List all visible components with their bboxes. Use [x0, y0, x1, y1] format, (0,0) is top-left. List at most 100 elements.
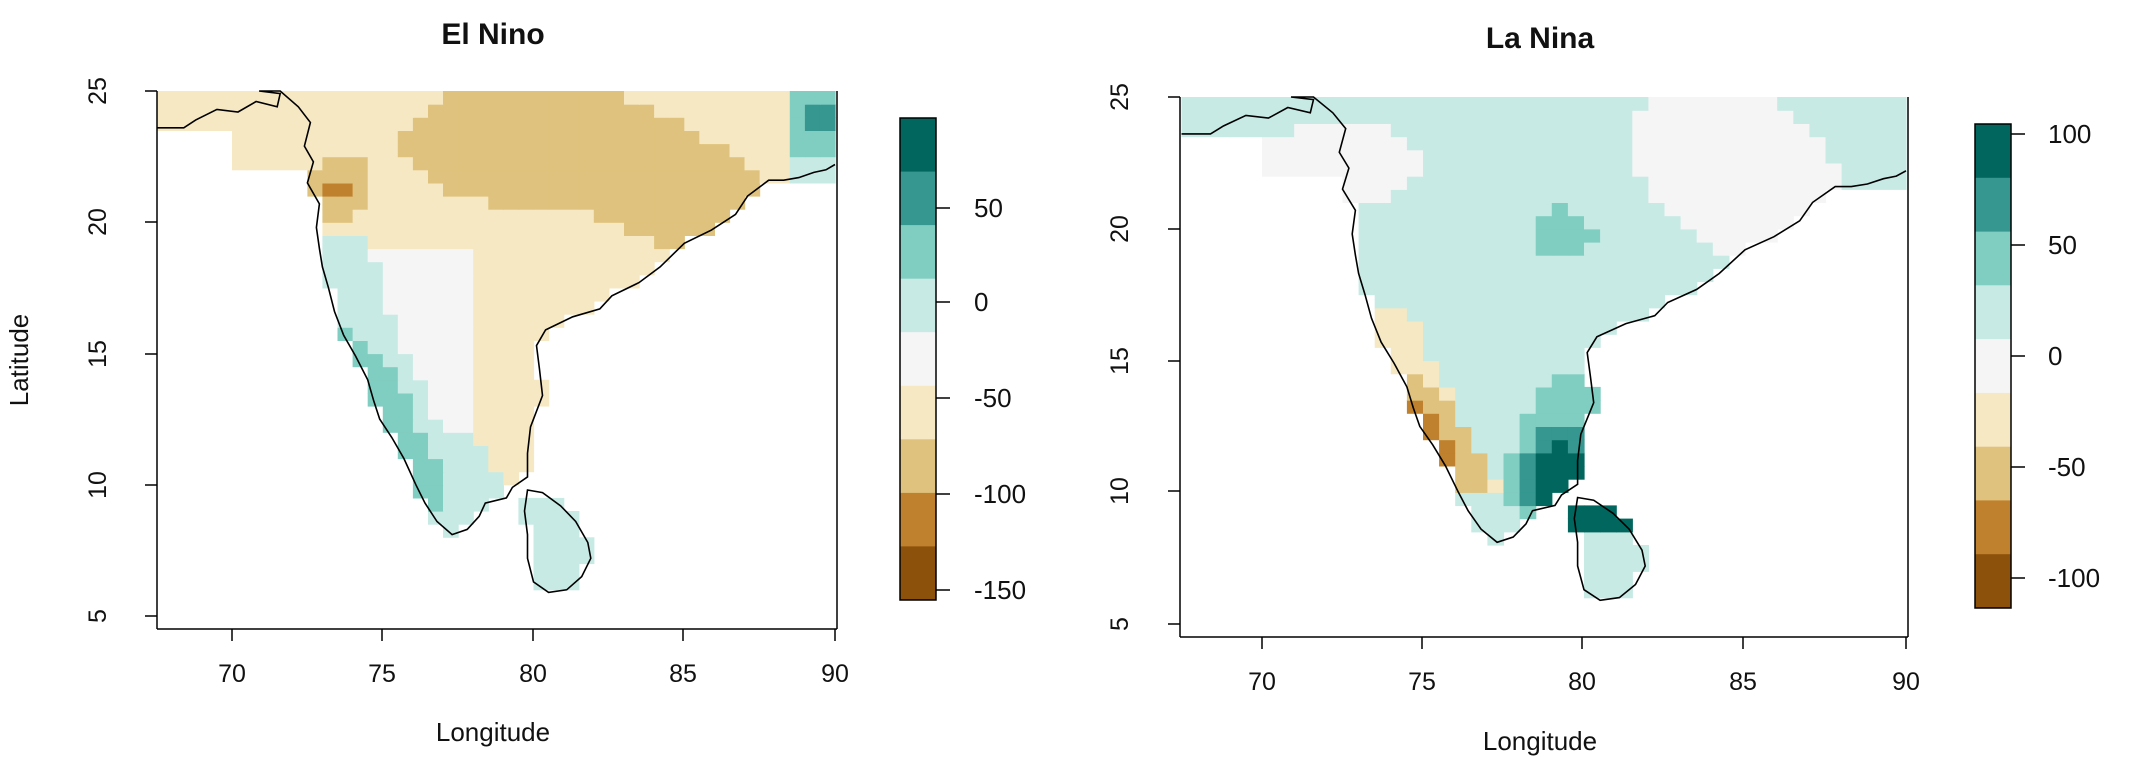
grid-cell	[1423, 189, 1440, 203]
grid-cell	[1567, 176, 1585, 190]
grid-cell	[262, 130, 278, 145]
grid-cell	[1551, 386, 1569, 401]
grid-cell	[277, 104, 293, 118]
grid-cell	[1471, 518, 1488, 533]
grid-cell	[1519, 307, 1537, 322]
grid-cell	[1503, 176, 1521, 190]
grid-cell	[412, 419, 429, 433]
x-axis-label: Longitude	[436, 717, 550, 747]
grid-cell	[1777, 202, 1794, 217]
grid-cell	[397, 392, 414, 407]
grid-cell	[533, 130, 550, 145]
grid-cell	[1439, 268, 1456, 283]
colorbar-label: -50	[2048, 452, 2086, 482]
grid-cell	[548, 130, 565, 145]
coastline	[157, 90, 836, 594]
grid-cell	[428, 327, 444, 341]
grid-cell	[533, 117, 550, 131]
grid-cell	[1600, 241, 1617, 256]
grid-cell	[1551, 439, 1569, 454]
grid-cell	[533, 143, 550, 158]
grid-cell	[1696, 176, 1714, 190]
grid-cell	[1696, 97, 1714, 111]
grid-cell	[563, 196, 580, 210]
grid-cell	[443, 353, 459, 368]
grid-cell	[1439, 97, 1456, 111]
grid-cell	[1535, 255, 1553, 269]
grid-cell	[1439, 281, 1456, 296]
grid-cell	[578, 104, 595, 118]
grid-cell	[458, 432, 474, 446]
grid-cell	[1761, 136, 1778, 151]
grid-cell	[443, 209, 459, 223]
grid-cell	[352, 169, 369, 184]
grid-cell	[1487, 123, 1505, 138]
grid-cell	[503, 353, 520, 368]
grid-cell	[367, 301, 384, 315]
grid-cell	[1728, 241, 1746, 256]
grid-cell	[1278, 110, 1295, 124]
grid-cell	[503, 392, 520, 407]
grid-cell	[1455, 189, 1472, 203]
grid-cell	[337, 274, 354, 289]
grid-cell	[428, 497, 444, 512]
grid-cell	[1761, 215, 1778, 230]
grid-cell	[473, 419, 489, 433]
grid-cell	[1439, 176, 1456, 190]
grid-cell	[1423, 228, 1440, 243]
grid-cell	[1664, 189, 1682, 203]
grid-cell	[1471, 360, 1488, 375]
grid-cell	[367, 248, 384, 263]
grid-cell	[1342, 136, 1360, 151]
grid-cell	[1326, 136, 1344, 151]
grid-cell	[1423, 334, 1440, 348]
grid-cell	[518, 130, 535, 145]
grid-cell	[473, 301, 489, 315]
colorbar-label: 0	[974, 287, 988, 317]
grid-cell	[397, 366, 414, 381]
grid-cell	[684, 209, 700, 223]
grid-cell	[1600, 162, 1617, 177]
grid-cell	[1600, 268, 1617, 283]
grid-cell	[1664, 255, 1682, 269]
grid-cell	[1841, 162, 1859, 177]
grid-cell	[1761, 176, 1778, 190]
grid-cell	[1793, 176, 1810, 190]
grid-cell	[337, 169, 354, 184]
grid-cell	[473, 156, 489, 171]
grid-cell	[1648, 123, 1666, 138]
grid-cell	[1648, 136, 1666, 151]
grid-cell	[1519, 321, 1537, 335]
grid-cell	[1406, 215, 1424, 230]
grid-cell	[533, 576, 550, 591]
grid-cell	[473, 366, 489, 381]
grid-cell	[1584, 558, 1601, 572]
grid-cell	[1519, 241, 1537, 256]
grid-cell	[412, 379, 429, 394]
grid-cell	[608, 261, 625, 276]
grid-cell	[1471, 149, 1488, 164]
grid-cell	[1358, 123, 1376, 138]
grid-cell	[352, 287, 369, 302]
grid-cell	[337, 314, 354, 328]
grid-cell	[593, 287, 610, 302]
grid-cell	[397, 314, 414, 328]
grid-cell	[608, 248, 625, 263]
grid-cell	[1294, 162, 1311, 177]
grid-cell	[428, 156, 444, 171]
panel-title: El Nino	[441, 18, 544, 51]
grid-cell	[1632, 545, 1649, 559]
grid-cell	[186, 104, 203, 118]
grid-cell	[1423, 281, 1440, 296]
grid-cell	[548, 117, 565, 131]
grid-cell	[1423, 202, 1440, 217]
grid-cell	[1503, 162, 1521, 177]
grid-cell	[654, 169, 670, 184]
grid-cell	[428, 117, 444, 131]
grid-cell	[593, 143, 610, 158]
grid-cell	[1600, 228, 1617, 243]
grid-cell	[563, 169, 580, 184]
grid-cell	[1262, 123, 1279, 138]
grid-cell	[639, 209, 655, 223]
grid-cell	[1551, 176, 1569, 190]
